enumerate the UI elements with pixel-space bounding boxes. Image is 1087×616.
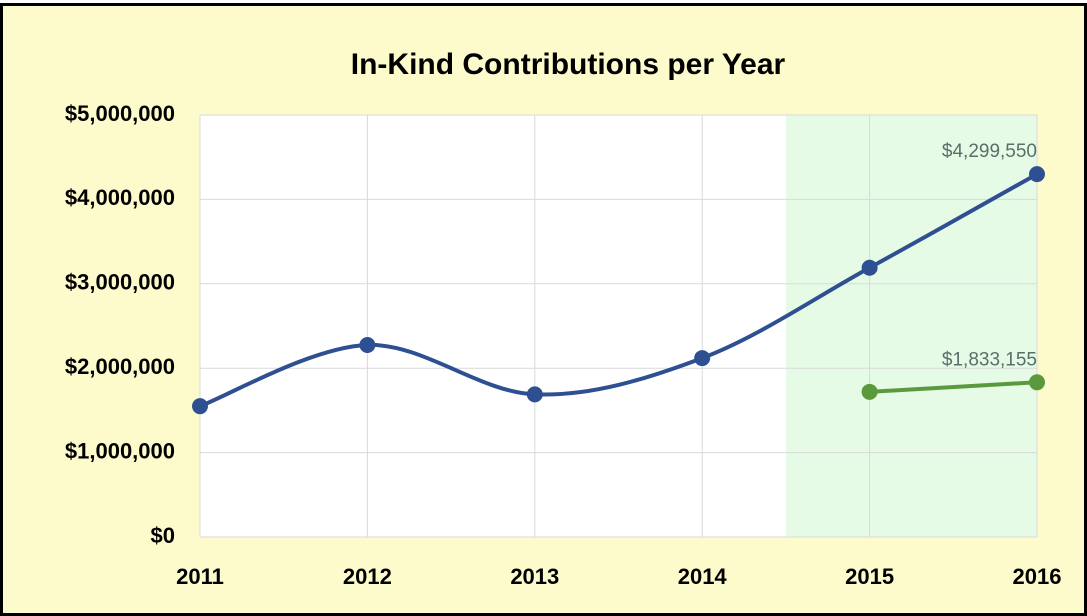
line — [198, 172, 1039, 409]
point — [526, 386, 543, 403]
y-tick-label: $4,000,000 — [65, 185, 175, 210]
y-tick-label: $1,000,000 — [65, 438, 175, 463]
point — [192, 398, 208, 415]
x-tick-label: 2012 — [343, 564, 392, 589]
y-tick-label: $0 — [151, 523, 175, 548]
x-tick-label: 2015 — [845, 564, 894, 589]
point — [1029, 374, 1045, 391]
highlight-region — [785, 115, 1037, 537]
point — [861, 383, 878, 400]
line — [867, 380, 1039, 394]
y-tick-label: $2,000,000 — [65, 354, 175, 379]
data-label: $1,833,155 — [942, 349, 1037, 370]
point — [861, 259, 878, 276]
y-tick-label: $3,000,000 — [65, 270, 175, 295]
point — [1029, 166, 1045, 183]
point — [694, 350, 711, 367]
x-tick-label: 2011 — [176, 564, 224, 589]
x-tick-label: 2013 — [510, 564, 559, 589]
point — [359, 336, 376, 353]
x-tick-label: 2016 — [1013, 564, 1062, 589]
x-tick-label: 2014 — [678, 564, 728, 589]
chart-title: In-Kind Contributions per Year — [351, 48, 786, 81]
y-tick-label: $5,000,000 — [65, 101, 175, 126]
data-label: $4,299,550 — [942, 141, 1037, 162]
